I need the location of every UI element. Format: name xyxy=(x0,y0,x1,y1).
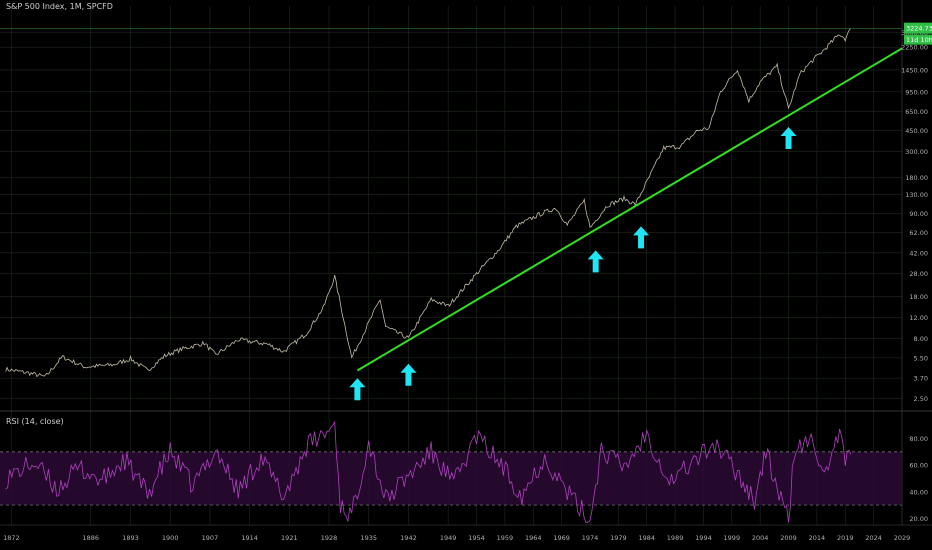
price-tick-label[interactable]: 90.00 xyxy=(909,210,928,218)
rsi-series xyxy=(5,420,852,523)
time-tick-label[interactable]: 1964 xyxy=(525,534,542,542)
time-tick-label[interactable]: 1893 xyxy=(122,534,139,542)
time-tick-label[interactable]: 2024 xyxy=(865,534,882,542)
rsi-band-fill xyxy=(0,451,902,506)
time-tick-label[interactable]: 1935 xyxy=(360,534,377,542)
support-trendline xyxy=(356,47,903,372)
trendline xyxy=(0,28,903,372)
time-tick-label[interactable]: 1914 xyxy=(241,534,258,542)
time-tick-label[interactable]: 1942 xyxy=(400,534,417,542)
time-tick-label[interactable]: 1984 xyxy=(638,534,655,542)
time-tick-label[interactable]: 1928 xyxy=(321,534,338,542)
rsi-title: RSI (14, close) xyxy=(6,417,64,426)
chart-title: S&P 500 Index, 1M, SPCFD xyxy=(6,2,113,11)
time-tick-label[interactable]: 2004 xyxy=(752,534,769,542)
time-tick-label[interactable]: 1872 xyxy=(3,534,20,542)
time-tick-label[interactable]: 1999 xyxy=(724,534,741,542)
price-tick-label[interactable]: 28.00 xyxy=(909,270,928,278)
time-axis[interactable]: 1872 1886 1893 1900 1907 1914 1921 1928 1935 1942… xyxy=(3,534,910,542)
rsi-line xyxy=(5,420,852,523)
price-tick-label[interactable]: 2250.00 xyxy=(901,44,928,52)
last-price-badge: 3224.73 11d 10h xyxy=(904,22,932,45)
time-tick-label[interactable]: 2009 xyxy=(780,534,797,542)
price-tick-label[interactable]: 1450.00 xyxy=(901,66,928,74)
rsi-tick-label[interactable]: 20.00 xyxy=(909,515,928,523)
rsi-axis[interactable]: 80.00 60.00 40.00 20.00 xyxy=(909,435,928,523)
up-arrow-shape xyxy=(633,226,650,249)
time-tick-label[interactable]: 1994 xyxy=(695,534,712,542)
price-line xyxy=(5,28,852,378)
grid xyxy=(0,0,932,526)
rsi-tick-label[interactable]: 80.00 xyxy=(909,435,928,443)
price-tick-label[interactable]: 180.00 xyxy=(905,174,928,182)
price-tick-label[interactable]: 12.00 xyxy=(909,314,928,322)
price-tick-label[interactable]: 300.00 xyxy=(905,148,928,156)
last-price-time: 11d 10h xyxy=(906,36,932,44)
price-tick-label[interactable]: 62.00 xyxy=(909,229,928,237)
time-tick-label[interactable]: 1921 xyxy=(281,534,298,542)
annotation-arrows xyxy=(349,127,797,401)
time-tick-label[interactable]: 1959 xyxy=(497,534,514,542)
time-tick-label[interactable]: 1979 xyxy=(610,534,627,542)
rsi-tick-label[interactable]: 40.00 xyxy=(909,488,928,496)
time-tick-label[interactable]: 1949 xyxy=(440,534,457,542)
up-arrow-icon xyxy=(349,378,366,401)
up-arrow-shape xyxy=(349,378,366,401)
price-tick-label[interactable]: 450.00 xyxy=(905,127,928,135)
up-arrow-icon xyxy=(633,226,650,249)
price-series xyxy=(5,28,852,378)
up-arrow-shape xyxy=(780,127,797,150)
time-tick-label[interactable]: 1907 xyxy=(202,534,219,542)
up-arrow-icon xyxy=(400,363,417,386)
rsi-bands xyxy=(0,451,902,506)
price-tick-label[interactable]: 42.00 xyxy=(909,249,928,257)
price-tick-label[interactable]: 18.00 xyxy=(909,293,928,301)
price-tick-label[interactable]: 8.00 xyxy=(914,335,928,343)
last-price-time-bg xyxy=(904,34,932,45)
time-tick-label[interactable]: 2014 xyxy=(809,534,826,542)
up-arrow-shape xyxy=(400,363,417,386)
last-price-badge-bg xyxy=(904,22,932,34)
time-tick-label[interactable]: 1974 xyxy=(582,534,599,542)
last-price-value: 3224.73 xyxy=(906,25,932,33)
time-tick-label[interactable]: 2029 xyxy=(894,534,911,542)
price-tick-label[interactable]: 950.00 xyxy=(905,88,928,96)
price-tick-label[interactable]: 650.00 xyxy=(905,108,928,116)
up-arrow-icon xyxy=(587,250,604,273)
time-tick-label[interactable]: 1954 xyxy=(468,534,485,542)
time-tick-label[interactable]: 2019 xyxy=(837,534,854,542)
price-tick-label[interactable]: 5.50 xyxy=(914,354,928,362)
rsi-tick-label[interactable]: 60.00 xyxy=(909,462,928,470)
price-tick-label[interactable]: 2.50 xyxy=(914,395,928,403)
up-arrow-icon xyxy=(780,127,797,150)
time-tick-label[interactable]: 1900 xyxy=(162,534,179,542)
time-tick-label[interactable]: 1886 xyxy=(82,534,99,542)
up-arrow-shape xyxy=(587,250,604,273)
time-tick-label[interactable]: 1989 xyxy=(667,534,684,542)
time-tick-label[interactable]: 1969 xyxy=(553,534,570,542)
price-tick-label[interactable]: 130.00 xyxy=(905,191,928,199)
price-tick-label[interactable]: 3.70 xyxy=(914,375,928,383)
